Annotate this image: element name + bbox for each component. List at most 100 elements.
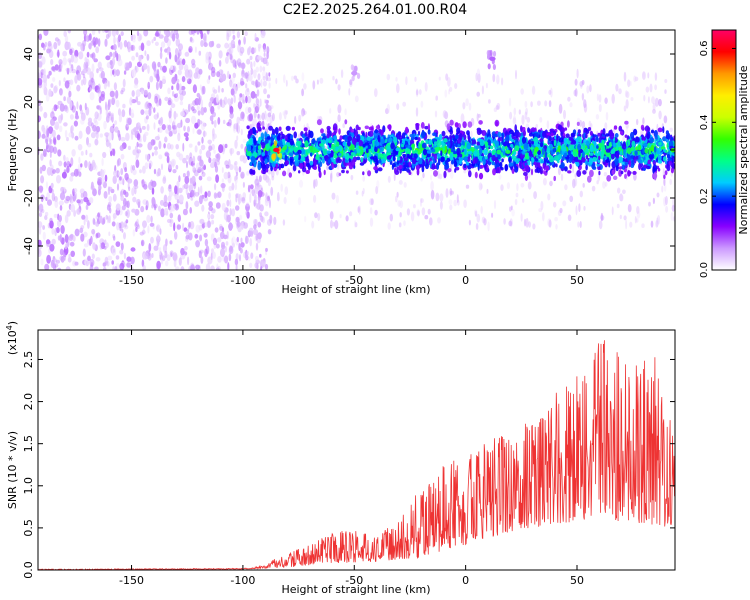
spectrogram-cell bbox=[128, 186, 131, 192]
spectrogram-cell bbox=[288, 152, 294, 157]
spectrogram-cell bbox=[131, 187, 135, 196]
spectrogram-cell bbox=[241, 196, 246, 204]
spectrogram-cell bbox=[407, 153, 410, 159]
spectrogram-cell bbox=[654, 84, 657, 91]
spectrogram-cell bbox=[531, 140, 534, 145]
spectrogram-cell bbox=[298, 114, 302, 122]
spectrogram-cell bbox=[63, 77, 66, 83]
spectrogram-cell bbox=[253, 81, 256, 87]
spectrogram-cell bbox=[420, 198, 424, 203]
spectrogram-cell bbox=[311, 220, 315, 229]
spectrogram-cell bbox=[153, 36, 156, 42]
y-tick-label: 1.5 bbox=[22, 435, 35, 453]
spectrogram-cell bbox=[413, 204, 416, 209]
spectrogram-cell bbox=[573, 150, 578, 158]
spectrogram-cell bbox=[335, 78, 338, 85]
spectrogram-cell bbox=[236, 31, 240, 39]
spectrogram-cell bbox=[602, 157, 606, 163]
spectrogram-cell bbox=[649, 137, 654, 144]
spectrogram-cell bbox=[42, 74, 48, 83]
spectrogram-cell bbox=[220, 98, 223, 108]
spectrogram-cell bbox=[582, 183, 585, 188]
spectrogram-cell bbox=[113, 235, 116, 241]
spectrogram-cell bbox=[435, 146, 440, 153]
spectrogram-cell bbox=[415, 164, 420, 171]
spectrogram-cell bbox=[259, 253, 262, 258]
spectrogram-cell bbox=[604, 122, 608, 130]
spectrogram-cell bbox=[426, 153, 431, 158]
spectrogram-cell bbox=[416, 89, 419, 96]
spectrogram-cell bbox=[38, 99, 42, 107]
spectrogram-y-label: Frequency (Hz) bbox=[6, 109, 19, 192]
spectrogram-cell bbox=[175, 113, 179, 118]
spectrogram-cell bbox=[239, 214, 243, 221]
spectrogram-cell bbox=[557, 124, 563, 131]
spectrogram-cell bbox=[83, 197, 89, 203]
spectrogram-cell bbox=[476, 113, 479, 122]
spectrogram-cell bbox=[109, 90, 115, 98]
spectrogram-cell bbox=[506, 182, 510, 190]
spectrogram-cell bbox=[220, 248, 225, 257]
spectrogram-cell bbox=[449, 188, 453, 197]
spectrogram-cell bbox=[161, 78, 166, 85]
spectrogram-cell bbox=[206, 30, 210, 35]
spectrogram-cell bbox=[90, 181, 94, 190]
spectrogram-cell bbox=[181, 58, 186, 66]
spectrogram-cell bbox=[63, 154, 66, 161]
spectrogram-cell bbox=[231, 182, 235, 191]
spectrogram-cell bbox=[657, 159, 663, 164]
spectrogram-cell bbox=[160, 41, 166, 48]
spectrogram-cell bbox=[163, 194, 168, 203]
spectrogram-cell bbox=[623, 215, 627, 221]
spectrogram-cell bbox=[278, 126, 282, 132]
spectrogram-cell bbox=[625, 123, 629, 129]
spectrogram-cell bbox=[150, 215, 153, 223]
spectrogram-cell bbox=[410, 136, 415, 141]
spectrogram-cell bbox=[518, 109, 521, 115]
spectrogram-cell bbox=[235, 253, 239, 260]
spectrogram-cell bbox=[616, 203, 620, 209]
spectrogram-cell bbox=[446, 123, 451, 131]
spectrogram-cell bbox=[638, 162, 642, 171]
spectrogram-cell bbox=[557, 145, 561, 153]
spectrogram-cell bbox=[74, 228, 80, 237]
spectrogram-cell bbox=[206, 220, 212, 229]
spectrogram-cell bbox=[598, 137, 601, 143]
spectrogram-cell bbox=[271, 175, 275, 181]
spectrogram-cell bbox=[216, 265, 222, 270]
spectrogram-cell bbox=[461, 145, 464, 150]
spectrogram-cell bbox=[213, 192, 217, 199]
spectrogram-cell bbox=[38, 130, 41, 139]
spectrogram-cell bbox=[380, 138, 385, 144]
spectrogram-cell bbox=[617, 141, 621, 148]
spectrogram-cell bbox=[578, 203, 581, 213]
spectrogram-cell bbox=[440, 156, 445, 163]
spectrogram-cell bbox=[505, 149, 511, 154]
spectrogram-cell bbox=[632, 170, 637, 175]
spectrogram-cell bbox=[267, 178, 271, 187]
spectrogram-cell bbox=[111, 247, 117, 256]
spectrogram-cell bbox=[285, 110, 288, 115]
spectrogram-cell bbox=[266, 144, 269, 150]
spectrogram-cell bbox=[351, 143, 355, 152]
spectrogram-cell bbox=[130, 247, 136, 252]
spectrogram-cell bbox=[142, 220, 147, 228]
spectrogram-cell bbox=[504, 164, 509, 171]
spectrogram-cell bbox=[663, 183, 667, 192]
spectrogram-cell bbox=[93, 117, 98, 124]
spectrogram-cell bbox=[283, 74, 286, 84]
spectrogram-cell bbox=[621, 164, 626, 170]
spectrogram-cell bbox=[350, 159, 356, 167]
spectrogram-cell bbox=[229, 121, 232, 128]
spectrogram-cell bbox=[69, 241, 75, 247]
spectrogram-cell bbox=[46, 254, 51, 264]
spectrogram-cell bbox=[49, 220, 54, 229]
spectrogram-cell bbox=[95, 130, 99, 140]
spectrogram-cell bbox=[102, 30, 105, 33]
spectrogram-cell bbox=[580, 84, 583, 89]
spectrogram-cell bbox=[348, 88, 351, 96]
spectrogram-cell bbox=[260, 30, 266, 39]
spectrogram-cell bbox=[55, 167, 60, 174]
spectrogram-cell bbox=[600, 212, 604, 222]
spectrogram-cell bbox=[111, 260, 114, 265]
